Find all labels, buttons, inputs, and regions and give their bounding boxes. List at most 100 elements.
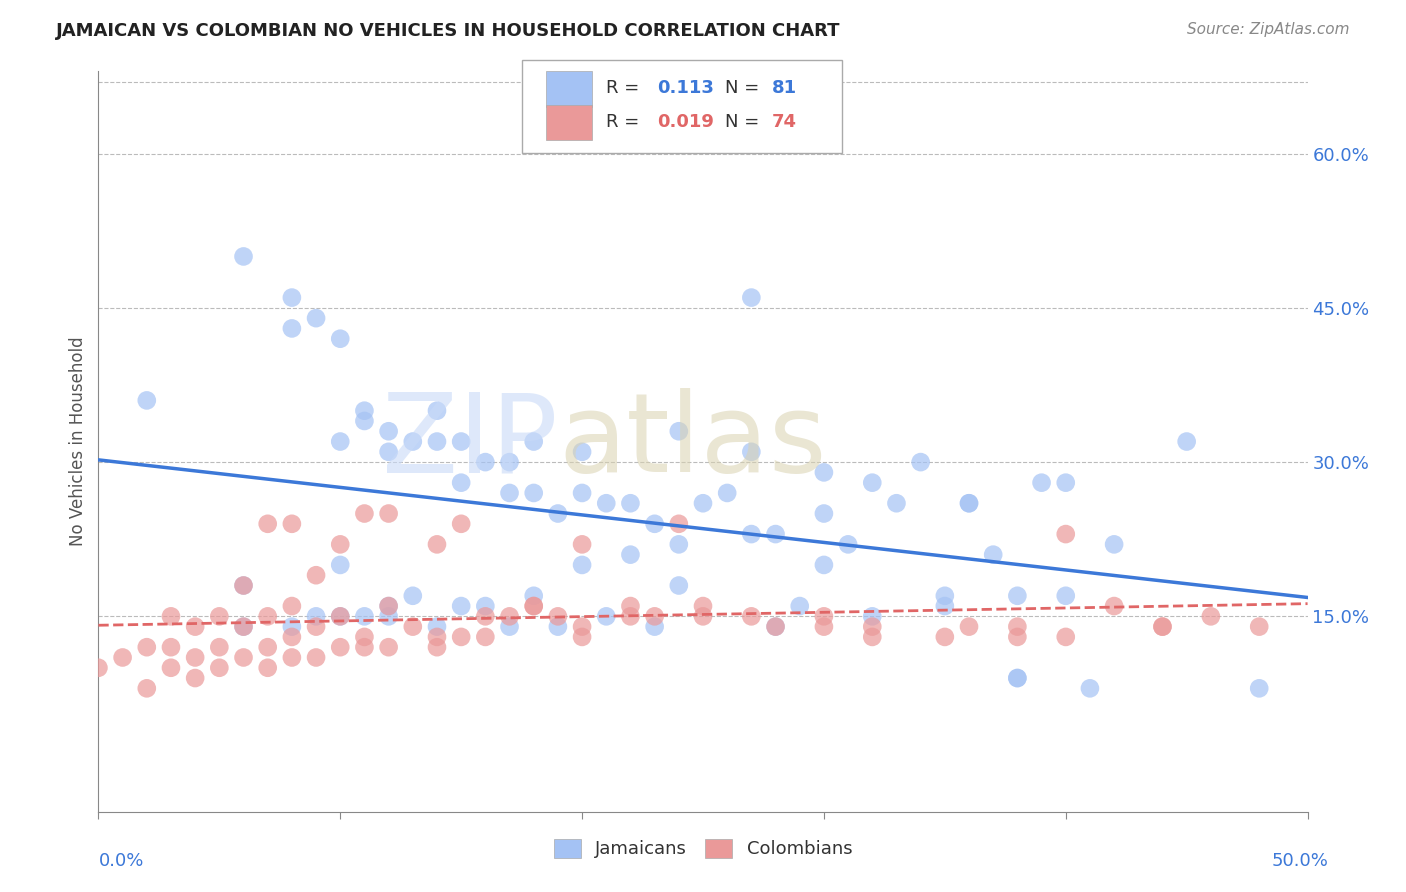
Point <box>232 620 254 634</box>
Point <box>281 620 304 634</box>
Point <box>305 609 328 624</box>
Point <box>329 434 352 449</box>
Point <box>619 609 641 624</box>
Point <box>281 599 304 613</box>
Text: 0.113: 0.113 <box>657 79 714 97</box>
Text: JAMAICAN VS COLOMBIAN NO VEHICLES IN HOUSEHOLD CORRELATION CHART: JAMAICAN VS COLOMBIAN NO VEHICLES IN HOU… <box>56 22 841 40</box>
Point <box>232 578 254 592</box>
Point <box>426 537 449 551</box>
Point <box>813 609 835 624</box>
Point <box>1054 527 1077 541</box>
Point <box>571 620 593 634</box>
FancyBboxPatch shape <box>546 104 592 140</box>
Point <box>813 620 835 634</box>
Text: atlas: atlas <box>558 388 827 495</box>
Text: 0.0%: 0.0% <box>98 852 143 870</box>
Y-axis label: No Vehicles in Household: No Vehicles in Household <box>69 336 87 547</box>
Point <box>232 578 254 592</box>
Point <box>377 599 399 613</box>
Point <box>571 486 593 500</box>
Point <box>1054 630 1077 644</box>
Point <box>523 486 546 500</box>
Point <box>184 671 207 685</box>
Point <box>692 496 714 510</box>
Point <box>232 250 254 264</box>
Point <box>135 681 157 696</box>
Point <box>87 661 110 675</box>
Point <box>813 507 835 521</box>
Point <box>377 640 399 655</box>
Point <box>450 434 472 449</box>
Point <box>1007 589 1029 603</box>
Point <box>329 537 352 551</box>
Point <box>377 609 399 624</box>
Point <box>281 630 304 644</box>
Point <box>426 620 449 634</box>
Point <box>305 311 328 326</box>
Point <box>547 620 569 634</box>
Point <box>668 516 690 531</box>
Point <box>426 403 449 417</box>
Point <box>716 486 738 500</box>
Point <box>474 609 496 624</box>
Point <box>450 516 472 531</box>
Point <box>1152 620 1174 634</box>
Point <box>208 640 231 655</box>
Point <box>668 578 690 592</box>
Point <box>256 516 278 531</box>
Point <box>160 661 183 675</box>
Text: R =: R = <box>606 113 645 131</box>
Point <box>1054 589 1077 603</box>
Point <box>305 568 328 582</box>
Point <box>813 466 835 480</box>
Point <box>232 650 254 665</box>
Point <box>281 291 304 305</box>
Text: R =: R = <box>606 79 645 97</box>
Point <box>1007 671 1029 685</box>
Point <box>1007 620 1029 634</box>
Point <box>571 558 593 572</box>
Point <box>1102 599 1125 613</box>
Point <box>571 537 593 551</box>
Point <box>860 630 883 644</box>
Point <box>765 527 787 541</box>
Point <box>426 630 449 644</box>
Point <box>692 599 714 613</box>
Point <box>474 599 496 613</box>
Point <box>377 507 399 521</box>
Point <box>256 640 278 655</box>
Point <box>765 620 787 634</box>
Point <box>571 630 593 644</box>
Point <box>934 589 956 603</box>
Point <box>547 507 569 521</box>
Point <box>813 558 835 572</box>
Point <box>765 620 787 634</box>
Point <box>860 475 883 490</box>
Point <box>860 620 883 634</box>
Point <box>450 630 472 644</box>
Point <box>111 650 134 665</box>
Point <box>353 507 375 521</box>
Point <box>523 599 546 613</box>
Point <box>498 620 520 634</box>
Text: 81: 81 <box>772 79 797 97</box>
Point <box>353 640 375 655</box>
Point <box>740 445 762 459</box>
Point <box>547 609 569 624</box>
Point <box>498 609 520 624</box>
Point <box>957 496 980 510</box>
Point <box>957 620 980 634</box>
Point <box>450 475 472 490</box>
Point <box>402 620 425 634</box>
Point <box>184 650 207 665</box>
Point <box>281 650 304 665</box>
Point <box>910 455 932 469</box>
Point <box>886 496 908 510</box>
Point <box>1102 537 1125 551</box>
Point <box>208 661 231 675</box>
Point <box>474 630 496 644</box>
Point <box>1152 620 1174 634</box>
Point <box>135 393 157 408</box>
Point <box>353 609 375 624</box>
Text: Source: ZipAtlas.com: Source: ZipAtlas.com <box>1187 22 1350 37</box>
